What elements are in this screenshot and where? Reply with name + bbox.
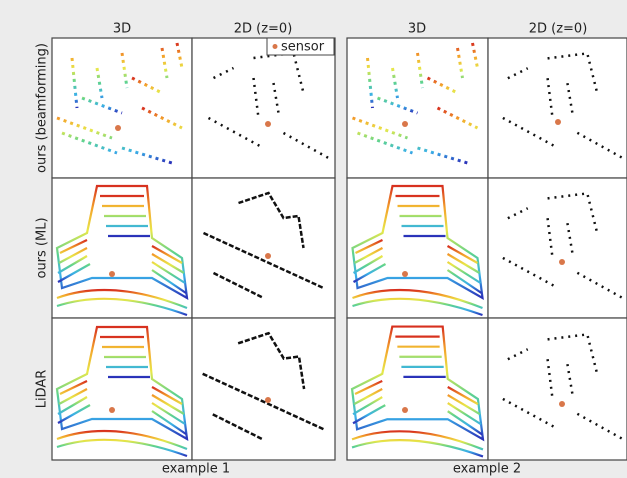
cell <box>52 178 192 318</box>
sensor-dot <box>402 121 408 127</box>
sensor-dot <box>265 121 271 127</box>
figure: sensor 3D 2D (z=0) 3D 2D (z=0) ours (bea… <box>0 0 627 478</box>
sensor-dot <box>115 125 121 131</box>
cell <box>488 318 627 460</box>
panel-2 <box>347 38 627 460</box>
legend-marker <box>273 44 278 49</box>
cell <box>488 38 627 178</box>
column-header: 2D (z=0) <box>529 22 588 37</box>
cell <box>347 318 488 460</box>
cell <box>192 38 335 178</box>
column-header: 2D (z=0) <box>234 22 293 37</box>
sensor-dot <box>402 407 408 413</box>
cell <box>52 318 192 460</box>
sensor-dot <box>265 253 271 259</box>
legend-label: sensor <box>281 40 325 55</box>
sensor-dot <box>402 271 408 277</box>
sensor-dot <box>109 407 115 413</box>
cell <box>488 178 627 318</box>
row-label: ours (beamforming) <box>35 43 50 173</box>
sensor-dot <box>109 271 115 277</box>
panel-1 <box>52 38 335 460</box>
cell <box>192 318 335 460</box>
row-label: LiDAR <box>35 370 50 409</box>
caption: example 1 <box>162 462 230 477</box>
sensor-dot <box>265 397 271 403</box>
column-header: 3D <box>408 22 426 37</box>
row-label: ours (ML) <box>35 217 50 278</box>
column-header: 3D <box>113 22 131 37</box>
sensor-dot <box>559 401 565 407</box>
sensor-dot <box>559 259 565 265</box>
cell <box>192 178 335 318</box>
sensor-dot <box>555 119 561 125</box>
caption: example 2 <box>453 462 521 477</box>
legend: sensor <box>267 38 334 55</box>
